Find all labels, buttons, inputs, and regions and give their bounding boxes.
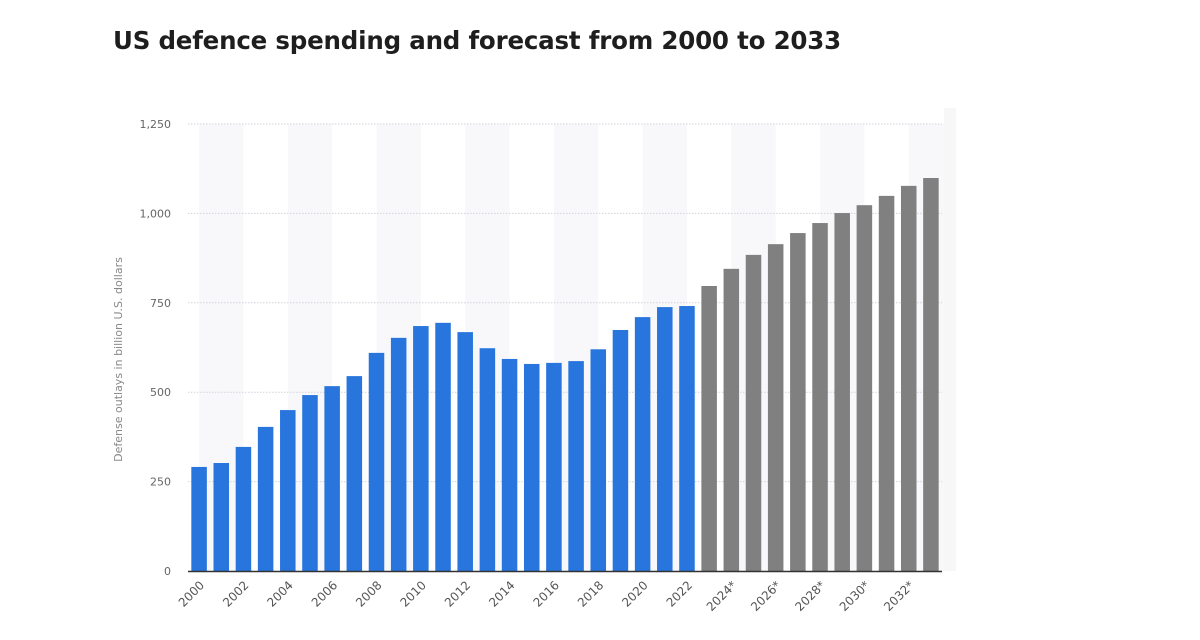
- bar-2018: [590, 349, 607, 571]
- bar-2005: [302, 395, 318, 571]
- bar-2028-forecast: [812, 223, 828, 571]
- x-tick-label: 2024*: [704, 578, 740, 614]
- bar-2026-forecast: [767, 244, 784, 571]
- bar-2023-forecast: [701, 285, 717, 571]
- x-tick-label: 2010: [397, 578, 428, 609]
- y-tick-label: 1,250: [140, 118, 172, 131]
- x-axis-ticks: 2000 2002 2004 2006 2008 2010 2012 2014 2016 2018…: [176, 578, 917, 614]
- bar-2024-forecast: [723, 268, 740, 571]
- bar-2032-forecast: [900, 185, 917, 571]
- bar-2009: [390, 337, 407, 571]
- x-tick-label: 2012: [442, 578, 473, 609]
- bar-2025-forecast: [745, 254, 762, 572]
- chart-title: US defence spending and forecast from 20…: [113, 26, 841, 55]
- x-tick-label: 2016: [531, 578, 562, 609]
- bar-2010: [413, 326, 429, 571]
- x-tick-label: 2028*: [792, 578, 828, 614]
- x-tick-label: 2008: [353, 578, 384, 609]
- x-tick-label: 2014: [486, 578, 517, 609]
- bars: [191, 177, 939, 572]
- bar-2017: [568, 361, 584, 571]
- y-tick-label: 0: [164, 565, 171, 578]
- y-tick-label: 750: [150, 297, 171, 310]
- bar-2016: [546, 362, 562, 571]
- bar-2004: [280, 410, 296, 571]
- x-tick-label: 2002: [220, 578, 251, 609]
- bar-2003: [257, 426, 274, 571]
- bar-2020: [634, 317, 651, 571]
- bar-2000: [191, 466, 207, 571]
- bar-2012: [457, 332, 473, 571]
- background-band: [944, 108, 956, 571]
- bar-2033-forecast: [923, 177, 939, 571]
- bar-2014: [501, 358, 518, 571]
- bar-2022: [679, 306, 695, 571]
- bar-2002: [235, 446, 252, 571]
- bar-2031-forecast: [878, 195, 895, 571]
- x-tick-label: 2026*: [748, 578, 784, 614]
- bar-2029-forecast: [834, 213, 850, 571]
- bar-2008: [368, 352, 385, 571]
- x-tick-label: 2030*: [837, 578, 873, 614]
- bar-2021: [657, 307, 673, 571]
- bar-2027-forecast: [790, 233, 806, 571]
- bar-2030-forecast: [856, 205, 873, 571]
- bar-2007: [346, 376, 363, 571]
- bar-2001: [213, 463, 230, 571]
- x-tick-label: 2000: [176, 578, 207, 609]
- x-tick-label: 2004: [264, 578, 295, 609]
- bar-2013: [479, 348, 496, 571]
- x-tick-label: 2032*: [881, 578, 917, 614]
- x-tick-label: 2020: [619, 578, 650, 609]
- bar-2011: [435, 322, 451, 571]
- y-axis-label: Defense outlays in billion U.S. dollars: [112, 257, 125, 462]
- y-tick-label: 1,000: [140, 207, 172, 220]
- x-tick-label: 2018: [575, 578, 606, 609]
- x-tick-label: 2006: [309, 578, 340, 609]
- x-tick-label: 2022: [664, 578, 695, 609]
- bar-2019: [612, 329, 629, 571]
- y-tick-label: 500: [150, 386, 171, 399]
- y-tick-label: 250: [150, 476, 171, 489]
- bar-2006: [324, 386, 340, 571]
- bar-2015: [523, 363, 540, 571]
- y-axis-ticks: 0 250 500 750 1,000 1,250: [140, 118, 172, 578]
